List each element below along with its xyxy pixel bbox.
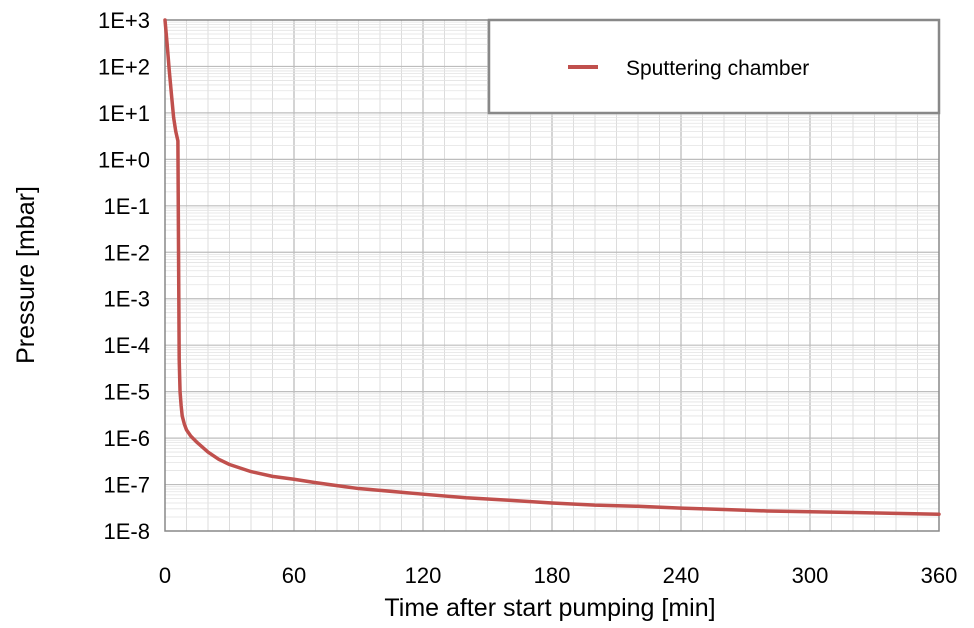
y-tick-label: 1E-5 [104, 380, 150, 405]
legend-box [487, 18, 941, 115]
series-line-0 [163, 18, 941, 516]
y-tick-label: 1E-6 [104, 426, 150, 451]
legend: Sputtering chamber [487, 18, 941, 115]
y-tick-label: 1E-8 [104, 519, 150, 544]
y-tick-label: 1E+0 [98, 147, 150, 172]
x-tick-label: 300 [792, 563, 829, 588]
x-tick-label: 360 [921, 563, 958, 588]
y-tick-label: 1E-3 [104, 287, 150, 312]
y-tick-label: 1E-4 [104, 333, 150, 358]
y-tick-label: 1E+2 [98, 54, 150, 79]
legend-label: Sputtering chamber [626, 57, 809, 80]
x-tick-label: 60 [282, 563, 306, 588]
y-tick-labels: 1E+3 1E+2 1E+1 1E+0 1E-1 1E-2 1E-3 1E-4 1E-5 1E-6… [98, 8, 150, 544]
x-tick-label: 120 [405, 563, 442, 588]
y-tick-label: 1E-2 [104, 240, 150, 265]
y-tick-label: 1E+1 [98, 101, 150, 126]
x-tick-label: 0 [159, 563, 171, 588]
y-tick-label: 1E+3 [98, 8, 150, 33]
x-tick-label: 240 [663, 563, 700, 588]
y-axis-title: Pressure [mbar] [12, 186, 40, 364]
x-axis-title: Time after start pumping [min] [384, 594, 715, 622]
series-layer [163, 18, 941, 516]
x-tick-label: 180 [534, 563, 571, 588]
y-tick-label: 1E-7 [104, 473, 150, 498]
y-tick-label: 1E-1 [104, 194, 150, 219]
x-tick-labels: 0 60 120 180 240 300 360 [159, 563, 957, 588]
